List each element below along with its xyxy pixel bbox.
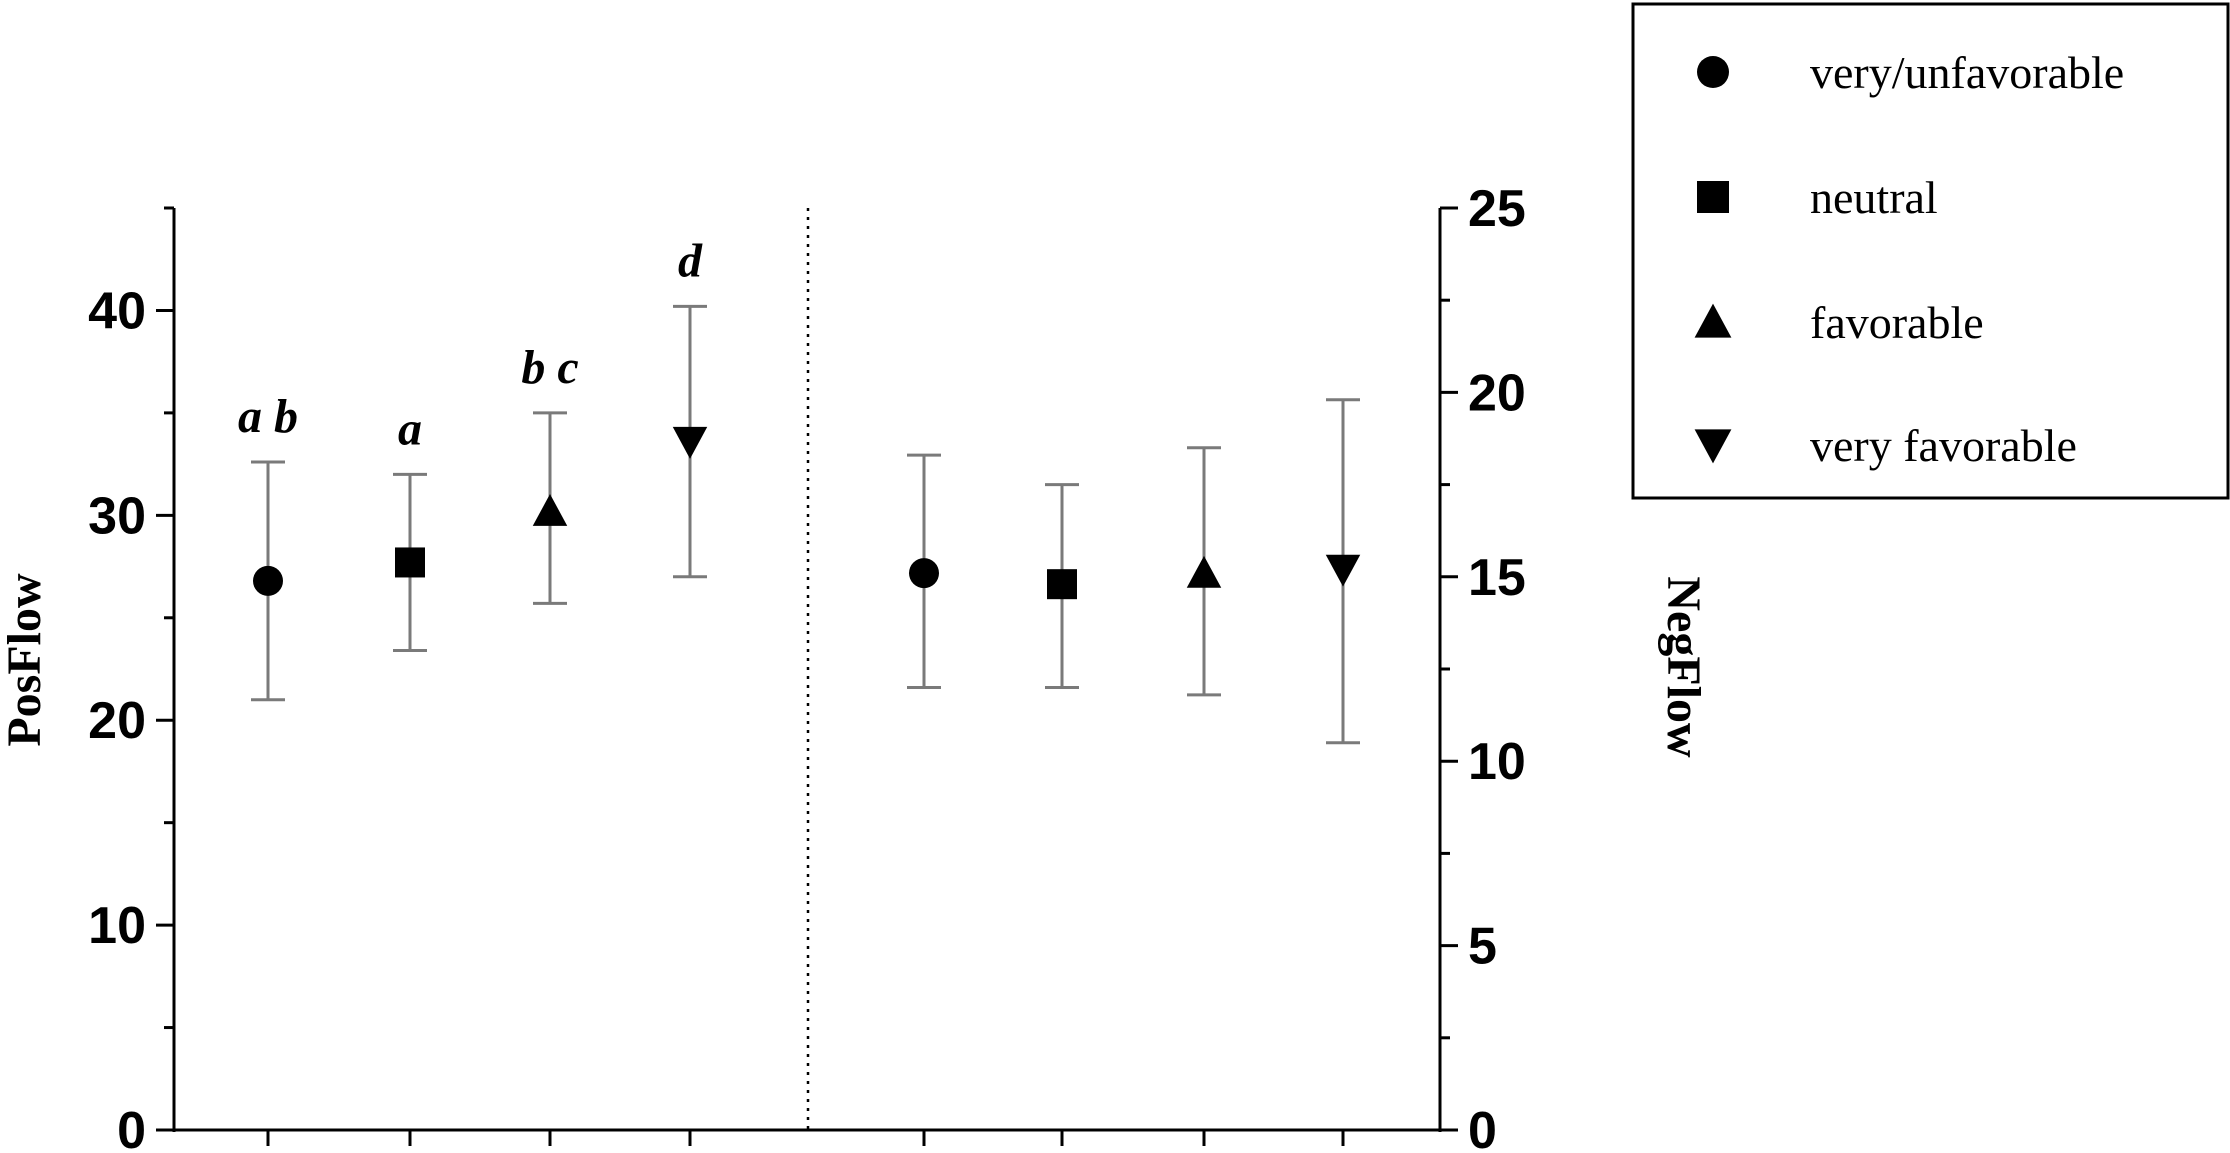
significance-label: b c — [521, 341, 578, 394]
left-axis-tick-label: 30 — [88, 487, 146, 545]
legend-marker-circle — [1697, 56, 1729, 88]
plot-area: 0 10 20 30 40 0 5 10 15 20 25 a b a b c d — [88, 180, 1526, 1153]
right-axis-tick-label: 20 — [1468, 364, 1526, 422]
right-axis-tick-label: 25 — [1468, 180, 1526, 238]
significance-label: a b — [238, 390, 298, 443]
legend-label: favorable — [1810, 297, 1984, 348]
data-point-triangle-up — [1186, 555, 1222, 588]
legend-marker-square — [1697, 181, 1729, 213]
data-point-circle — [909, 558, 939, 589]
legend-label: very favorable — [1810, 420, 2077, 471]
left-axis-tick-label: 10 — [88, 897, 146, 955]
data-point-circle — [253, 565, 283, 596]
right-axis-tick-label: 15 — [1468, 549, 1526, 607]
right-axis-tick-label: 5 — [1468, 918, 1497, 976]
legend-label: very/unfavorable — [1810, 47, 2124, 98]
legend-label: neutral — [1810, 172, 1938, 223]
legend-marker-triangle-up — [1694, 303, 1732, 338]
legend-box — [1631, 2, 2230, 500]
left-axis-tick-label: 20 — [88, 692, 146, 750]
left-axis-title: PosFlow — [0, 573, 51, 747]
right-axis-tick-label: 10 — [1468, 733, 1526, 791]
significance-label: a — [398, 402, 422, 455]
legend: very/unfavorable neutral favorable very fav… — [1631, 2, 2230, 500]
left-axis-tick-label: 0 — [117, 1102, 146, 1153]
data-point-triangle-down — [1325, 554, 1361, 587]
left-axis-tick-label: 40 — [88, 282, 146, 340]
legend-marker-triangle-down — [1694, 429, 1732, 464]
significance-label: d — [678, 234, 703, 287]
data-point-square — [1047, 569, 1077, 600]
right-axis-tick-label: 0 — [1468, 1102, 1497, 1153]
data-point-triangle-down — [672, 426, 708, 459]
data-point-square — [395, 547, 425, 578]
data-point-triangle-up — [532, 493, 568, 526]
right-axis-title: NegFlow — [1657, 576, 1710, 758]
